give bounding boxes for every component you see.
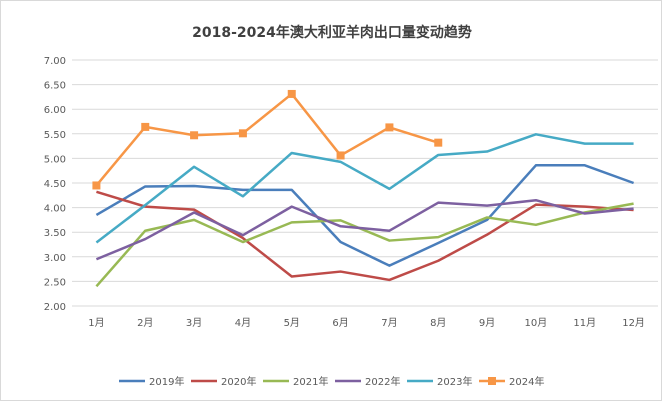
x-tick-label: 12月 xyxy=(622,317,645,329)
data-point xyxy=(287,89,296,98)
chart-title: 2018-2024年澳大利亚羊肉出口量变动趋势 xyxy=(192,24,472,41)
x-tick-label: 7月 xyxy=(381,317,397,329)
x-tick-label: 4月 xyxy=(235,317,251,329)
data-point xyxy=(336,151,345,160)
data-point xyxy=(92,181,101,190)
series-line-2021年 xyxy=(95,202,634,288)
series-line-2022年 xyxy=(95,198,634,261)
data-point xyxy=(385,123,394,132)
x-tick-label: 11月 xyxy=(573,317,596,329)
data-point xyxy=(141,122,150,131)
x-tick-label: 8月 xyxy=(430,317,446,329)
series-line-2020年 xyxy=(96,190,634,282)
x-tick-label: 9月 xyxy=(479,317,495,329)
legend-label: 2019年 xyxy=(149,375,184,388)
data-point xyxy=(434,138,443,147)
x-tick-label: 10月 xyxy=(525,317,548,329)
y-tick-label: 3.50 xyxy=(44,228,66,239)
x-tick-label: 3月 xyxy=(186,317,202,329)
x-tick-label: 2月 xyxy=(137,317,153,329)
y-tick-label: 6.50 xyxy=(44,81,66,92)
y-tick-label: 5.50 xyxy=(44,130,66,141)
y-tick-label: 3.00 xyxy=(44,253,66,264)
series-line-2023年 xyxy=(95,133,634,244)
y-tick-label: 6.00 xyxy=(44,105,66,116)
legend-label: 2023年 xyxy=(437,375,472,388)
legend-label: 2021年 xyxy=(293,375,328,388)
data-point xyxy=(190,131,199,140)
y-tick-label: 2.50 xyxy=(44,277,66,288)
x-tick-label: 5月 xyxy=(284,317,300,329)
y-tick-label: 4.00 xyxy=(44,204,66,215)
legend-marker xyxy=(488,377,496,385)
legend-label: 2024年 xyxy=(509,375,544,388)
x-tick-label: 1月 xyxy=(88,317,104,329)
legend-label: 2022年 xyxy=(365,375,400,388)
legend-label: 2020年 xyxy=(221,375,256,388)
x-tick-label: 6月 xyxy=(332,317,348,329)
series-line-2024年 xyxy=(95,92,439,187)
y-tick-label: 7.00 xyxy=(44,56,66,67)
y-tick-label: 5.00 xyxy=(44,154,66,165)
data-point xyxy=(238,129,247,138)
y-tick-label: 4.50 xyxy=(44,179,66,190)
y-tick-label: 2.00 xyxy=(44,302,66,313)
series-line-2019年 xyxy=(95,164,635,267)
